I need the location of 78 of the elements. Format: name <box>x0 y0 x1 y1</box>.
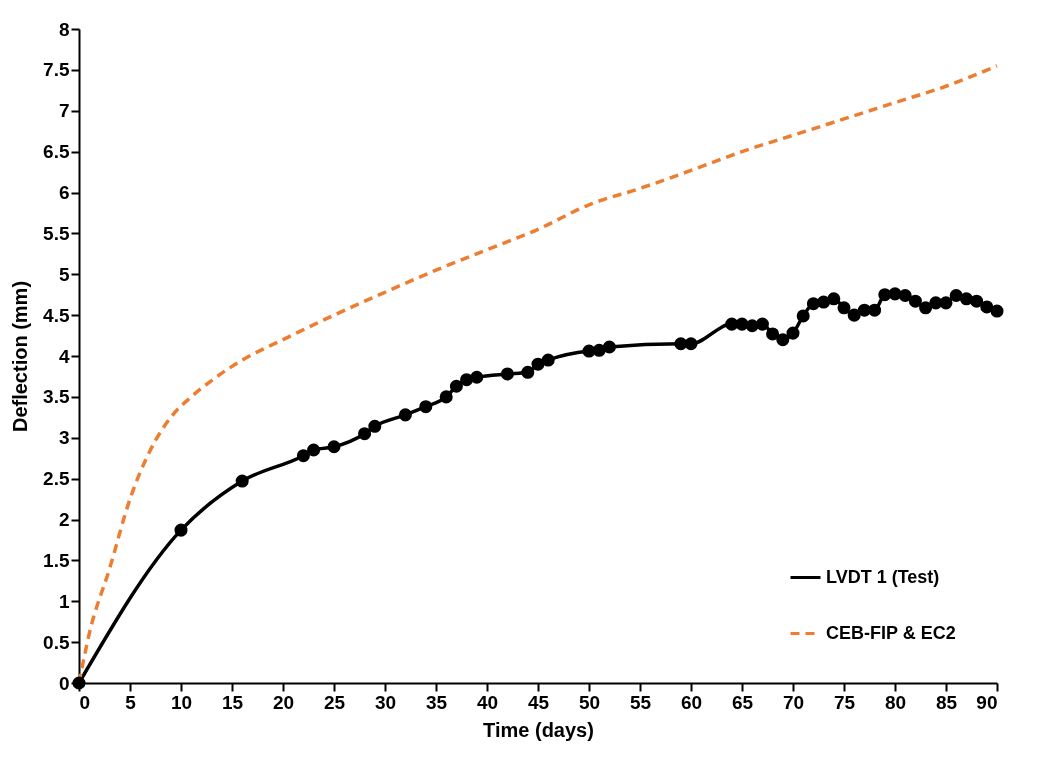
x-tick-label: 85 <box>935 691 958 713</box>
x-tick-label: 75 <box>833 691 856 713</box>
x-axis-title: Time (days) <box>483 718 594 741</box>
point <box>980 300 994 314</box>
point <box>684 337 698 351</box>
y-tick-label: 1 <box>58 590 70 612</box>
x-tick-label: 20 <box>272 691 295 713</box>
x-tick-label: 45 <box>527 691 550 713</box>
point <box>817 295 831 309</box>
point <box>776 333 790 347</box>
point <box>235 474 249 488</box>
point <box>847 308 861 322</box>
x-tick-label: 50 <box>578 691 601 713</box>
point <box>908 294 922 308</box>
point <box>470 370 484 384</box>
y-tick-label: 8 <box>58 18 70 40</box>
point <box>449 379 463 393</box>
point <box>827 292 841 306</box>
point <box>174 523 188 537</box>
y-tick-label: 7.5 <box>43 59 70 81</box>
y-tick-label: 7 <box>58 100 70 122</box>
x-tick-label: 80 <box>884 691 907 713</box>
x-tick-label: 5 <box>125 691 137 713</box>
point <box>837 301 851 315</box>
point <box>419 400 433 414</box>
x-tick-label: 60 <box>680 691 703 713</box>
point <box>796 309 810 323</box>
point <box>307 443 321 457</box>
x-tick-label: 70 <box>782 691 805 713</box>
x-tick-label: 25 <box>323 691 346 713</box>
point <box>868 303 882 317</box>
y-tick-label: 2.5 <box>43 468 70 490</box>
x-tick-label: 40 <box>476 691 499 713</box>
y-axis-title: Deflection (mm) <box>9 280 32 433</box>
point <box>541 353 555 367</box>
x-tick-label: 35 <box>425 691 448 713</box>
y-tick-label: 5 <box>58 263 70 285</box>
point <box>327 440 341 454</box>
point <box>949 289 963 303</box>
point <box>531 357 545 371</box>
point <box>592 343 606 357</box>
x-tick-label: 90 <box>976 691 998 713</box>
point <box>602 340 616 354</box>
x-tick-label: 30 <box>374 691 397 713</box>
point <box>990 304 1004 318</box>
y-tick-label: 1.5 <box>43 549 70 571</box>
point <box>898 289 912 303</box>
point <box>878 288 892 302</box>
x-tick-label: 10 <box>170 691 193 713</box>
point <box>786 326 800 340</box>
point <box>919 301 933 315</box>
y-tick-label: 3.5 <box>43 386 70 408</box>
y-tick-label: 6 <box>58 182 70 203</box>
x-tick-label: 55 <box>629 691 652 713</box>
point <box>939 296 953 310</box>
point <box>398 408 412 422</box>
point <box>358 427 372 441</box>
y-tick-label: 0.5 <box>43 631 70 653</box>
x-tick-label: 0 <box>79 691 91 713</box>
y-tick-label: 0 <box>58 672 70 694</box>
legend-label: CEB-FIP & EC2 <box>826 622 956 643</box>
y-tick-label: 2 <box>58 509 70 530</box>
y-tick-label: 3 <box>58 427 70 449</box>
y-tick-label: 6.5 <box>43 141 70 163</box>
point <box>521 365 535 379</box>
point <box>970 294 984 308</box>
point <box>500 367 514 381</box>
x-tick-label: 65 <box>731 691 754 713</box>
point <box>755 317 769 331</box>
y-tick-label: 4.5 <box>43 304 70 326</box>
point <box>296 449 310 463</box>
point <box>766 327 780 341</box>
point <box>368 419 382 433</box>
legend-label: LVDT 1 (Test) <box>826 566 940 587</box>
point <box>439 390 453 404</box>
y-tick-label: 4 <box>58 345 70 367</box>
x-tick-label: 15 <box>221 691 244 713</box>
y-tick-label: 5.5 <box>43 222 70 244</box>
